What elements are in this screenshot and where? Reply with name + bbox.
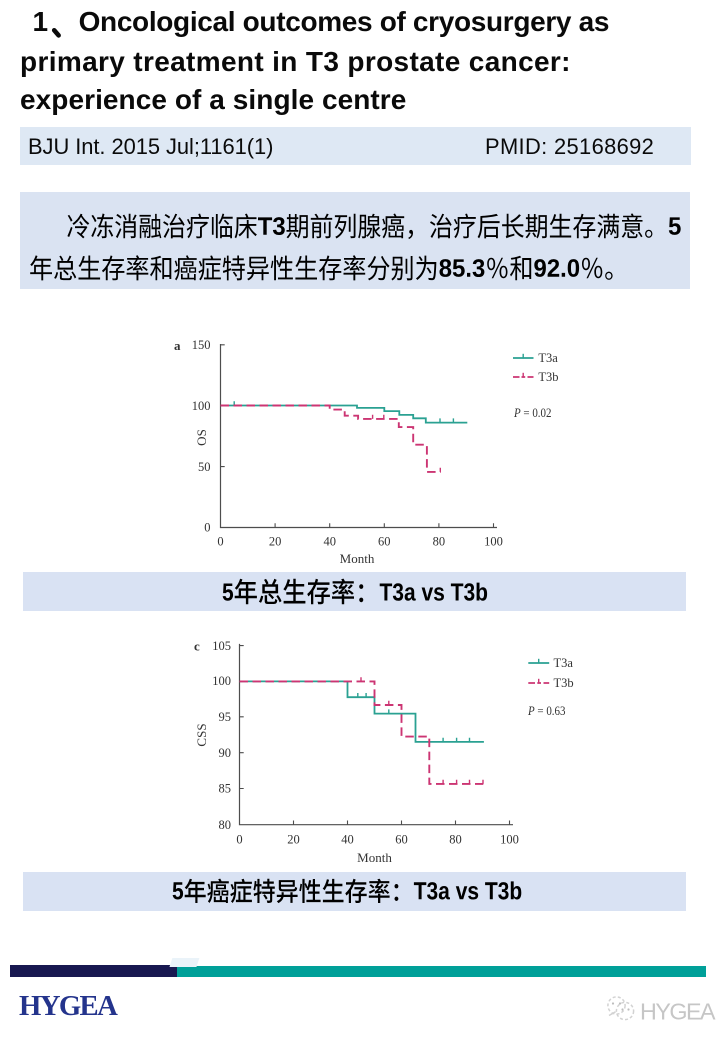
svg-text:HYGEA: HYGEA bbox=[640, 999, 716, 1025]
svg-text:95: 95 bbox=[219, 710, 232, 724]
svg-text:c: c bbox=[194, 639, 200, 654]
svg-text:T3a: T3a bbox=[538, 351, 558, 365]
svg-text:Month: Month bbox=[357, 850, 392, 865]
svg-text:80: 80 bbox=[219, 818, 232, 832]
svg-text:0: 0 bbox=[204, 521, 210, 535]
svg-text:0: 0 bbox=[217, 535, 223, 549]
svg-text:40: 40 bbox=[323, 535, 336, 549]
svg-text:0: 0 bbox=[236, 833, 242, 847]
svg-text:20: 20 bbox=[287, 833, 300, 847]
svg-text:105: 105 bbox=[212, 639, 231, 653]
svg-text:OS: OS bbox=[194, 429, 209, 446]
svg-text:20: 20 bbox=[269, 535, 282, 549]
svg-text:150: 150 bbox=[192, 338, 211, 352]
svg-text:100: 100 bbox=[212, 674, 231, 688]
svg-text:40: 40 bbox=[341, 833, 354, 847]
svg-text:50: 50 bbox=[198, 460, 211, 474]
svg-text:80: 80 bbox=[449, 833, 462, 847]
svg-text:P = 0.02: P = 0.02 bbox=[513, 406, 551, 420]
svg-text:60: 60 bbox=[378, 535, 391, 549]
svg-text:Month: Month bbox=[340, 551, 375, 566]
svg-text:a: a bbox=[174, 338, 181, 353]
svg-text:T3a: T3a bbox=[554, 656, 574, 670]
svg-text:100: 100 bbox=[484, 535, 503, 549]
svg-text:100: 100 bbox=[192, 399, 211, 413]
svg-text:CSS: CSS bbox=[194, 723, 209, 746]
svg-text:80: 80 bbox=[433, 535, 446, 549]
svg-text:T3b: T3b bbox=[538, 370, 558, 384]
svg-text:60: 60 bbox=[395, 833, 408, 847]
svg-text:85: 85 bbox=[219, 782, 232, 796]
svg-text:100: 100 bbox=[500, 833, 519, 847]
svg-text:T3b: T3b bbox=[554, 676, 574, 690]
svg-text:P = 0.63: P = 0.63 bbox=[527, 704, 565, 718]
svg-text:90: 90 bbox=[219, 746, 232, 760]
